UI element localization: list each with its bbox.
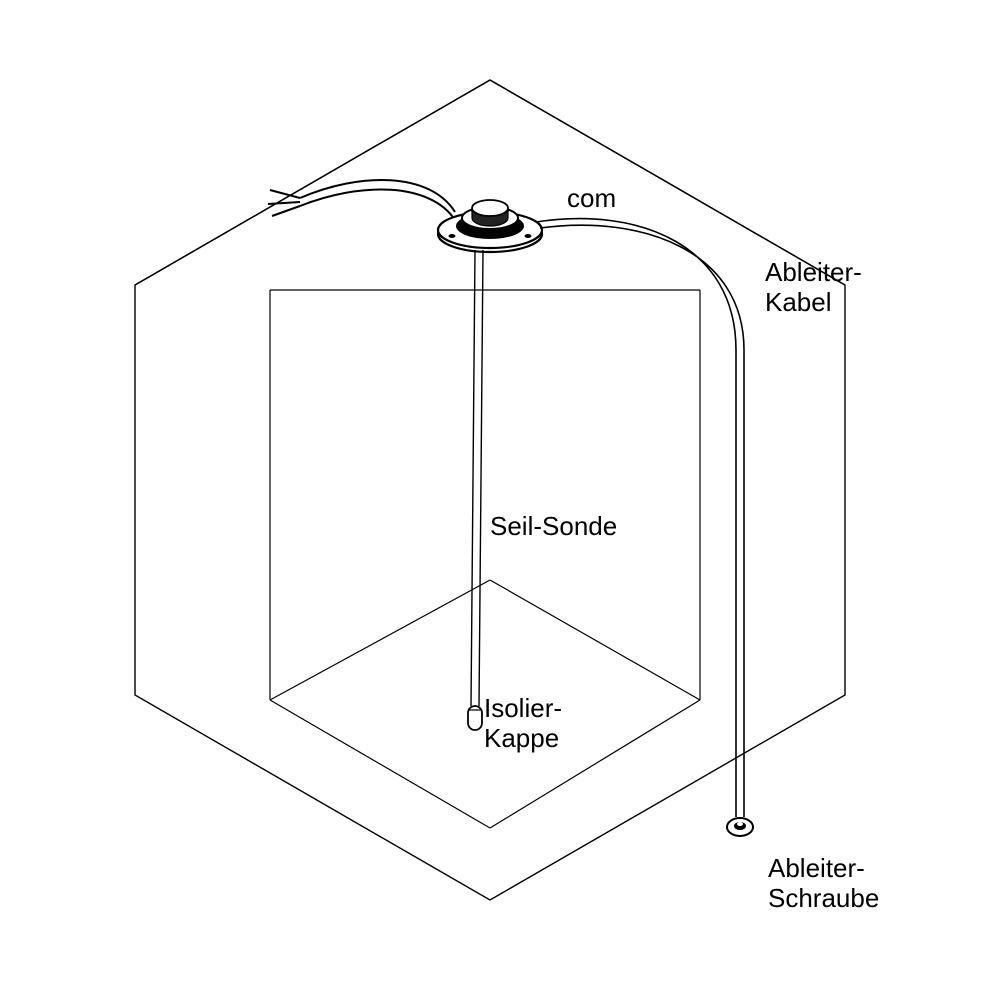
label-ableiter-schraube: Ableiter- Schraube bbox=[768, 854, 879, 914]
label-ableiter-kabel: Ableiter- Kabel bbox=[765, 258, 862, 318]
inner-box bbox=[135, 285, 700, 828]
connector-flange bbox=[438, 200, 542, 252]
insulating-cap-icon bbox=[468, 706, 482, 730]
leadout-cable bbox=[268, 180, 455, 220]
probe-rope bbox=[468, 250, 483, 730]
diagram-canvas bbox=[0, 0, 1000, 1000]
label-seil-sonde: Seil-Sonde bbox=[490, 512, 617, 542]
label-com: com bbox=[567, 184, 616, 214]
ground-screw-icon bbox=[727, 818, 753, 836]
label-isolier-kappe: Isolier- Kappe bbox=[484, 694, 562, 754]
